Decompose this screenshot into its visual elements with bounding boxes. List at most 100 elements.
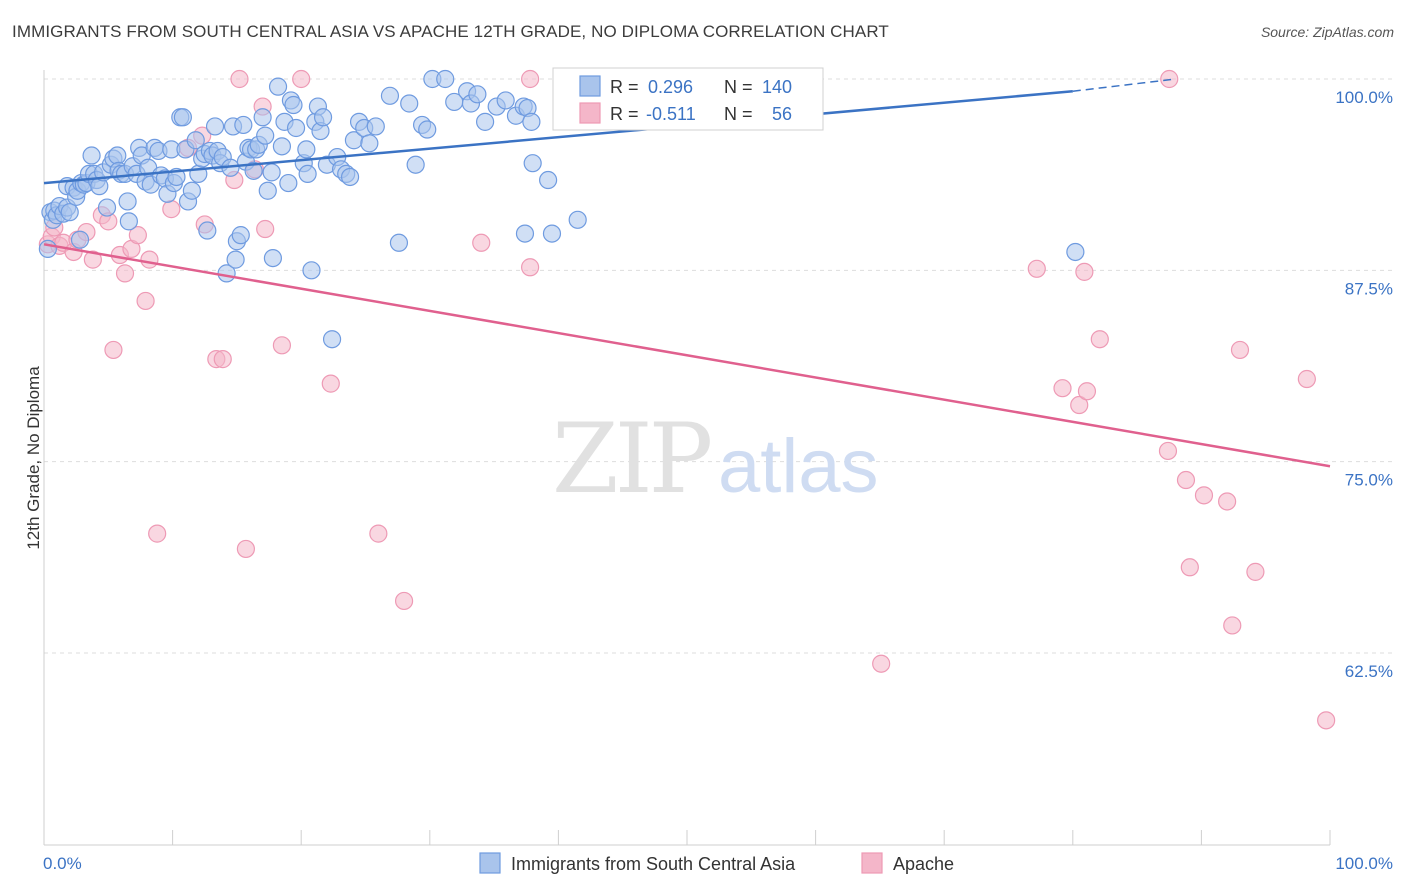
south-central-asia-point bbox=[38, 239, 57, 259]
south-central-asia-point bbox=[279, 173, 298, 193]
south-central-asia-point bbox=[205, 117, 225, 136]
apache-point bbox=[1053, 379, 1072, 398]
apache-point bbox=[1158, 441, 1178, 461]
south-central-asia-point bbox=[360, 134, 379, 153]
south-central-asia-point bbox=[186, 131, 205, 150]
apache-point bbox=[321, 374, 340, 393]
apache-point bbox=[83, 250, 102, 269]
y-tick-label: 100.0% bbox=[1335, 88, 1393, 107]
chart-source: Source: ZipAtlas.com bbox=[1260, 24, 1394, 40]
south-central-asia-point bbox=[340, 167, 360, 187]
apache-point bbox=[162, 200, 181, 219]
legend-n-label-1: N = bbox=[724, 77, 753, 97]
south-central-asia-point bbox=[436, 69, 455, 89]
watermark-zip: ZIP bbox=[552, 403, 711, 515]
south-central-asia-point bbox=[173, 108, 192, 127]
x-tick-label: 100.0% bbox=[1335, 854, 1393, 873]
apache-point bbox=[1176, 470, 1196, 490]
south-central-asia-point bbox=[262, 163, 281, 182]
south-central-asia-point bbox=[198, 221, 217, 240]
south-central-asia-point bbox=[302, 261, 321, 280]
south-central-asia-point bbox=[515, 224, 535, 243]
south-central-asia-point bbox=[60, 203, 79, 222]
apache-point bbox=[236, 539, 256, 559]
south-central-asia-point bbox=[406, 155, 425, 174]
south-central-asia-point bbox=[226, 250, 245, 269]
apache-point bbox=[292, 69, 311, 89]
trend-line-blue-extension bbox=[1072, 78, 1176, 92]
apache-point bbox=[521, 69, 540, 89]
legend-r-label-1: R = bbox=[610, 77, 639, 97]
south-central-asia-point bbox=[268, 77, 288, 96]
apache-point bbox=[104, 340, 123, 360]
legend-box: R = 0.296 N = 140 R = -0.511 N = 56 bbox=[552, 67, 824, 131]
y-tick-labels: 62.5% 75.0% 87.5% 100.0% bbox=[1335, 88, 1393, 681]
south-central-asia-point bbox=[256, 126, 275, 145]
bottom-legend: Immigrants from South Central Asia Apach… bbox=[479, 852, 954, 874]
apache-point bbox=[1317, 711, 1336, 730]
apache-point bbox=[1230, 340, 1250, 360]
south-central-asia-point bbox=[389, 233, 409, 252]
south-central-asia-point bbox=[522, 112, 541, 131]
trend-line-blue bbox=[43, 90, 1073, 185]
apache-point bbox=[1075, 262, 1094, 281]
bottom-legend-label-2: Apache bbox=[893, 854, 954, 874]
apache-point bbox=[213, 350, 232, 369]
x-tick-labels: 0.0% 100.0% bbox=[43, 830, 1393, 873]
apache-point bbox=[1077, 382, 1097, 401]
y-tick-label: 87.5% bbox=[1345, 279, 1393, 298]
south-central-asia-point bbox=[496, 91, 515, 110]
south-central-asia-point bbox=[263, 248, 283, 268]
apache-point bbox=[136, 291, 155, 311]
south-central-asia-point bbox=[182, 181, 201, 200]
x-tick-label: 0.0% bbox=[43, 854, 82, 873]
south-central-asia-point bbox=[286, 118, 306, 138]
apache-point bbox=[148, 524, 167, 543]
apache-point bbox=[140, 250, 159, 269]
apache-point bbox=[472, 233, 491, 252]
south-central-asia-point bbox=[539, 170, 558, 190]
apache-point bbox=[1180, 558, 1199, 577]
bottom-legend-label-1: Immigrants from South Central Asia bbox=[511, 854, 796, 874]
apache-points bbox=[38, 69, 1336, 730]
apache-point bbox=[272, 336, 292, 355]
south-central-asia-point bbox=[322, 330, 342, 349]
apache-point bbox=[230, 69, 249, 89]
south-central-asia-point bbox=[298, 164, 317, 184]
south-central-asia-point bbox=[418, 120, 437, 139]
south-central-asia-point bbox=[542, 224, 562, 243]
chart-title: IMMIGRANTS FROM SOUTH CENTRAL ASIA VS AP… bbox=[12, 22, 889, 41]
south-central-asia-point bbox=[313, 108, 333, 127]
apache-point bbox=[1027, 259, 1046, 278]
watermark-atlas: atlas bbox=[718, 424, 879, 509]
apache-point bbox=[1160, 69, 1179, 89]
apache-point bbox=[872, 654, 891, 673]
south-central-asia-point bbox=[1066, 242, 1085, 262]
south-central-asia-point bbox=[400, 94, 419, 113]
south-central-asia-point bbox=[97, 198, 117, 217]
legend-swatch-blue bbox=[579, 75, 601, 97]
south-central-asia-point bbox=[244, 161, 263, 180]
y-axis-label: 12th Grade, No Diploma bbox=[24, 366, 43, 550]
legend-swatch-pink bbox=[579, 102, 601, 124]
apache-point bbox=[1218, 492, 1237, 511]
south-central-asia-point bbox=[82, 146, 101, 165]
legend-r-value-1: 0.296 bbox=[648, 77, 693, 97]
south-central-asia-point bbox=[70, 230, 90, 249]
apache-point bbox=[1223, 616, 1242, 635]
apache-point bbox=[521, 258, 540, 277]
south-central-asia-point bbox=[118, 192, 137, 211]
south-central-asia-point bbox=[108, 146, 127, 165]
apache-point bbox=[1070, 395, 1089, 415]
trend-line-pink bbox=[43, 243, 1331, 468]
apache-point bbox=[128, 226, 147, 245]
south-central-asia-point bbox=[272, 137, 292, 156]
south-central-asia-point bbox=[475, 112, 495, 131]
apache-point bbox=[256, 219, 275, 239]
south-central-asia-point bbox=[284, 95, 303, 115]
apache-point bbox=[394, 591, 414, 611]
apache-point bbox=[1090, 330, 1109, 349]
south-central-asia-point bbox=[119, 212, 138, 231]
legend-n-label-2: N = bbox=[724, 104, 753, 124]
